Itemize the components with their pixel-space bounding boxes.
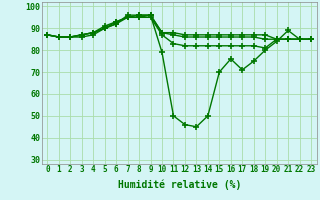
X-axis label: Humidité relative (%): Humidité relative (%) [117, 180, 241, 190]
